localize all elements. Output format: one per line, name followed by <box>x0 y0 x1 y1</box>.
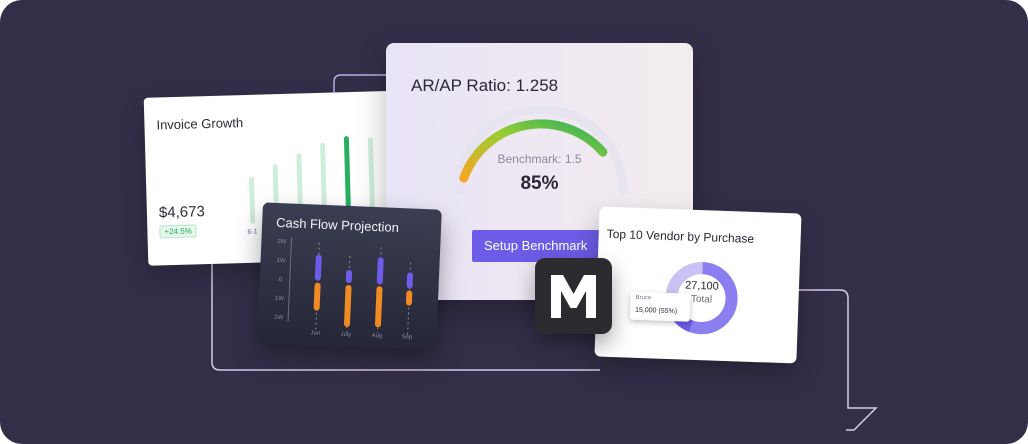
cash-flow-chart: 2W 1W 0 1W 2W Jun July Aug Sep <box>274 237 414 341</box>
y-tick: 2W <box>274 315 284 321</box>
outflow-bar <box>375 286 383 328</box>
inflow-bar <box>345 269 353 283</box>
gauge-percentage: 85% <box>520 173 559 194</box>
inflow-bar <box>376 257 384 285</box>
y-tick: 2W <box>277 239 287 245</box>
x-tick-label: 6-1 <box>247 228 258 236</box>
y-tick: 1W <box>276 258 286 264</box>
setup-benchmark-button[interactable]: Setup Benchmark <box>472 230 616 262</box>
month-label: Aug <box>371 333 382 339</box>
donut-total-value: 27,100 <box>684 279 719 293</box>
outflow-bar <box>313 282 321 311</box>
top-vendor-title: Top 10 Vendor by Purchase <box>606 226 755 246</box>
outflow-bar <box>343 284 352 327</box>
invoice-amount: $4,673 <box>158 203 206 222</box>
top-vendor-card: Top 10 Vendor by Purchase 27,100 Total B… <box>594 206 802 364</box>
benchmark-label: Benchmark: 1.5 <box>497 152 582 166</box>
m-logo-icon <box>535 258 612 334</box>
growth-bar <box>248 176 256 224</box>
outflow-bar <box>405 290 413 306</box>
cash-flow-card: Cash Flow Projection 2W 1W 0 1W 2W Jun J… <box>257 202 442 350</box>
y-tick: 0 <box>279 277 283 283</box>
y-axis <box>287 237 293 322</box>
donut-tooltip: Bruce 15,000 (55%) <box>629 291 691 322</box>
inflow-bar <box>314 254 322 281</box>
invoice-growth-title: Invoice Growth <box>156 115 244 133</box>
tooltip-vendor-value: 15,000 (55%) <box>634 306 678 316</box>
tooltip-vendor-name: Bruce <box>635 294 652 302</box>
month-label: July <box>340 332 351 338</box>
inflow-bar <box>406 272 414 289</box>
m-letter-icon <box>551 275 596 318</box>
y-tick: 1W <box>275 296 285 302</box>
ar-ap-gauge <box>454 106 628 196</box>
growth-badge: +24.5% <box>159 224 197 239</box>
ar-ap-card: AR/AP Ratio: 1.258 Benchmark: 1.5 85% Se… <box>386 43 693 300</box>
gauge-track <box>454 106 628 196</box>
month-label: Sep <box>401 334 413 340</box>
gauge-value-arc <box>459 119 608 183</box>
donut-segment <box>665 262 738 335</box>
month-label: Jun <box>310 330 320 336</box>
ar-ap-title: AR/AP Ratio: 1.258 <box>411 76 559 95</box>
